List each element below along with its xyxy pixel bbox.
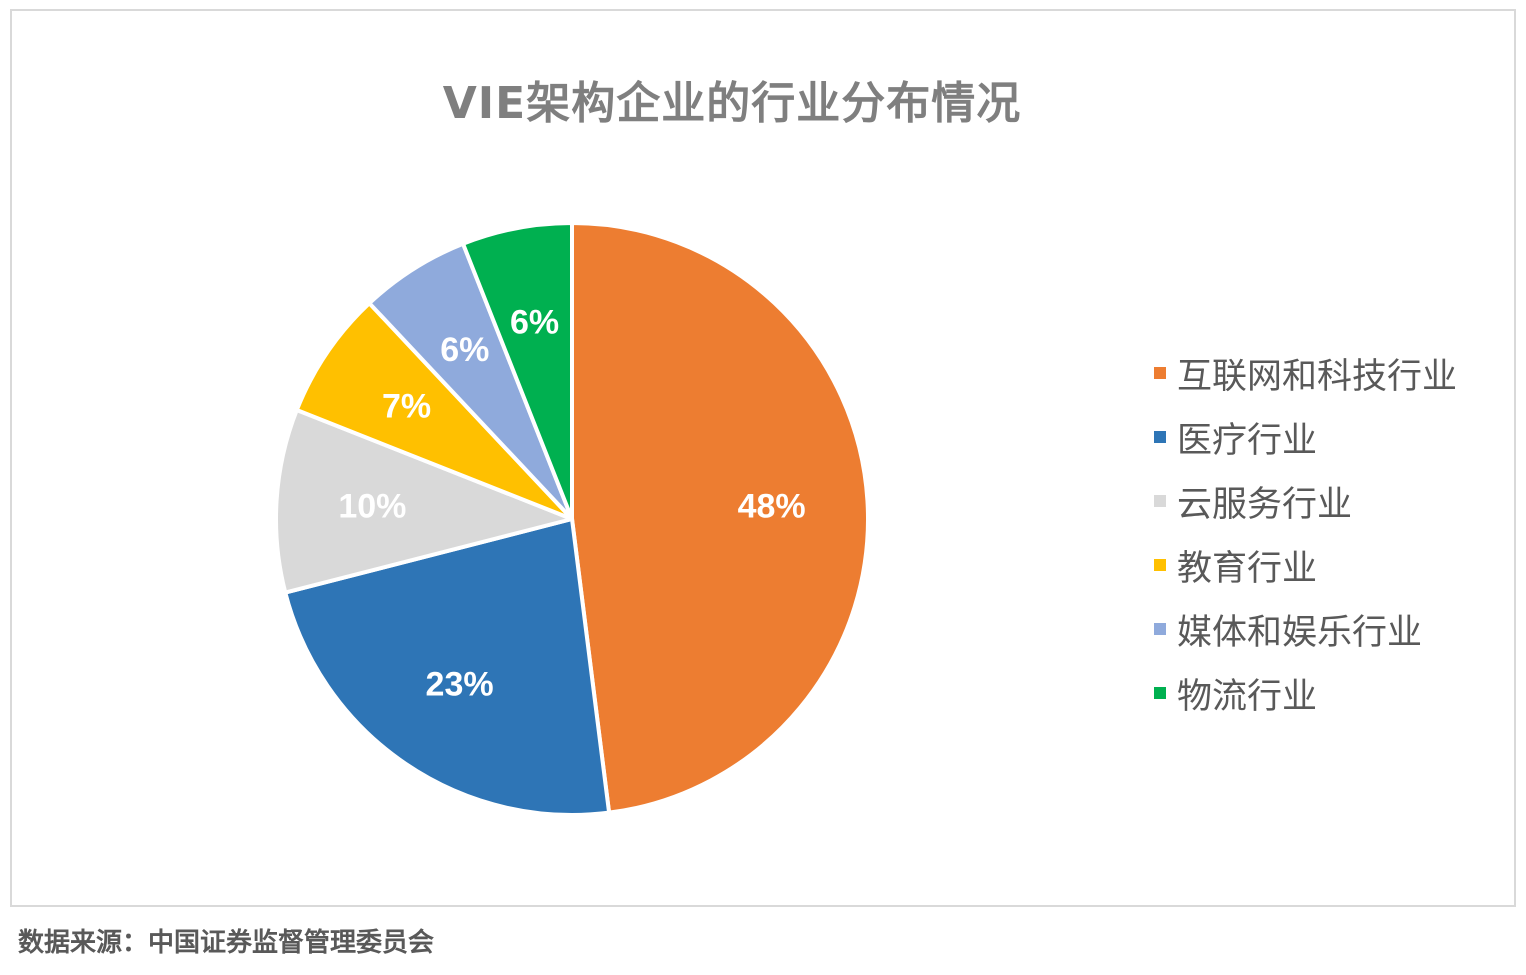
legend-swatch-1 bbox=[1154, 367, 1166, 379]
data-label-3: 10% bbox=[338, 487, 406, 525]
data-label-4: 7% bbox=[382, 388, 431, 426]
legend-label-5: 媒体和娱乐行业 bbox=[1177, 612, 1423, 653]
pie-chart: 48%23%10%7%6%6% bbox=[274, 221, 870, 817]
legend-label-3: 云服务行业 bbox=[1177, 484, 1353, 525]
legend-swatch-6 bbox=[1154, 687, 1166, 699]
pie-slice-1 bbox=[570, 221, 870, 815]
pie-slice-3 bbox=[274, 408, 574, 595]
chart-area: VIE架构企业的行业分布情况 48% 23% 10% 7% 6% 6% 互联网和科技行业医… bbox=[10, 9, 1516, 907]
legend-item-5: 媒体和娱乐行业 bbox=[1154, 597, 1457, 661]
pie-slice-2 bbox=[283, 517, 612, 817]
data-label-6: 6% bbox=[510, 304, 559, 342]
legend-label-1: 互联网和科技行业 bbox=[1177, 356, 1458, 397]
source-note: 数据来源：中国证券监督管理委员会 bbox=[18, 928, 435, 958]
legend-item-1: 互联网和科技行业 bbox=[1154, 341, 1457, 405]
legend-swatch-4 bbox=[1154, 559, 1166, 571]
chart-legend: 互联网和科技行业 医疗行业云服务行业教育行业媒体和娱乐行业 物流行业 bbox=[1154, 341, 1457, 725]
legend-swatch-3 bbox=[1154, 495, 1166, 507]
legend-swatch-2 bbox=[1154, 431, 1166, 443]
legend-item-3: 云服务行业 bbox=[1154, 469, 1457, 533]
legend-item-4: 教育行业 bbox=[1154, 533, 1457, 597]
chart-title: VIE架构企业的行业分布情况 bbox=[442, 78, 1022, 129]
legend-label-4: 教育行业 bbox=[1177, 548, 1318, 589]
legend-label-2: 医疗行业 bbox=[1177, 420, 1318, 461]
legend-label-6: 物流行业 bbox=[1177, 676, 1318, 717]
pie-slice-4 bbox=[294, 301, 574, 521]
data-label-5: 6% bbox=[440, 331, 489, 369]
pie-slice-6 bbox=[461, 221, 574, 521]
data-label-2: 23% bbox=[426, 665, 494, 703]
data-label-1: 48% bbox=[738, 487, 806, 525]
legend-swatch-5 bbox=[1154, 623, 1166, 635]
legend-item-2: 医疗行业 bbox=[1154, 405, 1457, 469]
legend-item-6: 物流行业 bbox=[1154, 661, 1457, 725]
